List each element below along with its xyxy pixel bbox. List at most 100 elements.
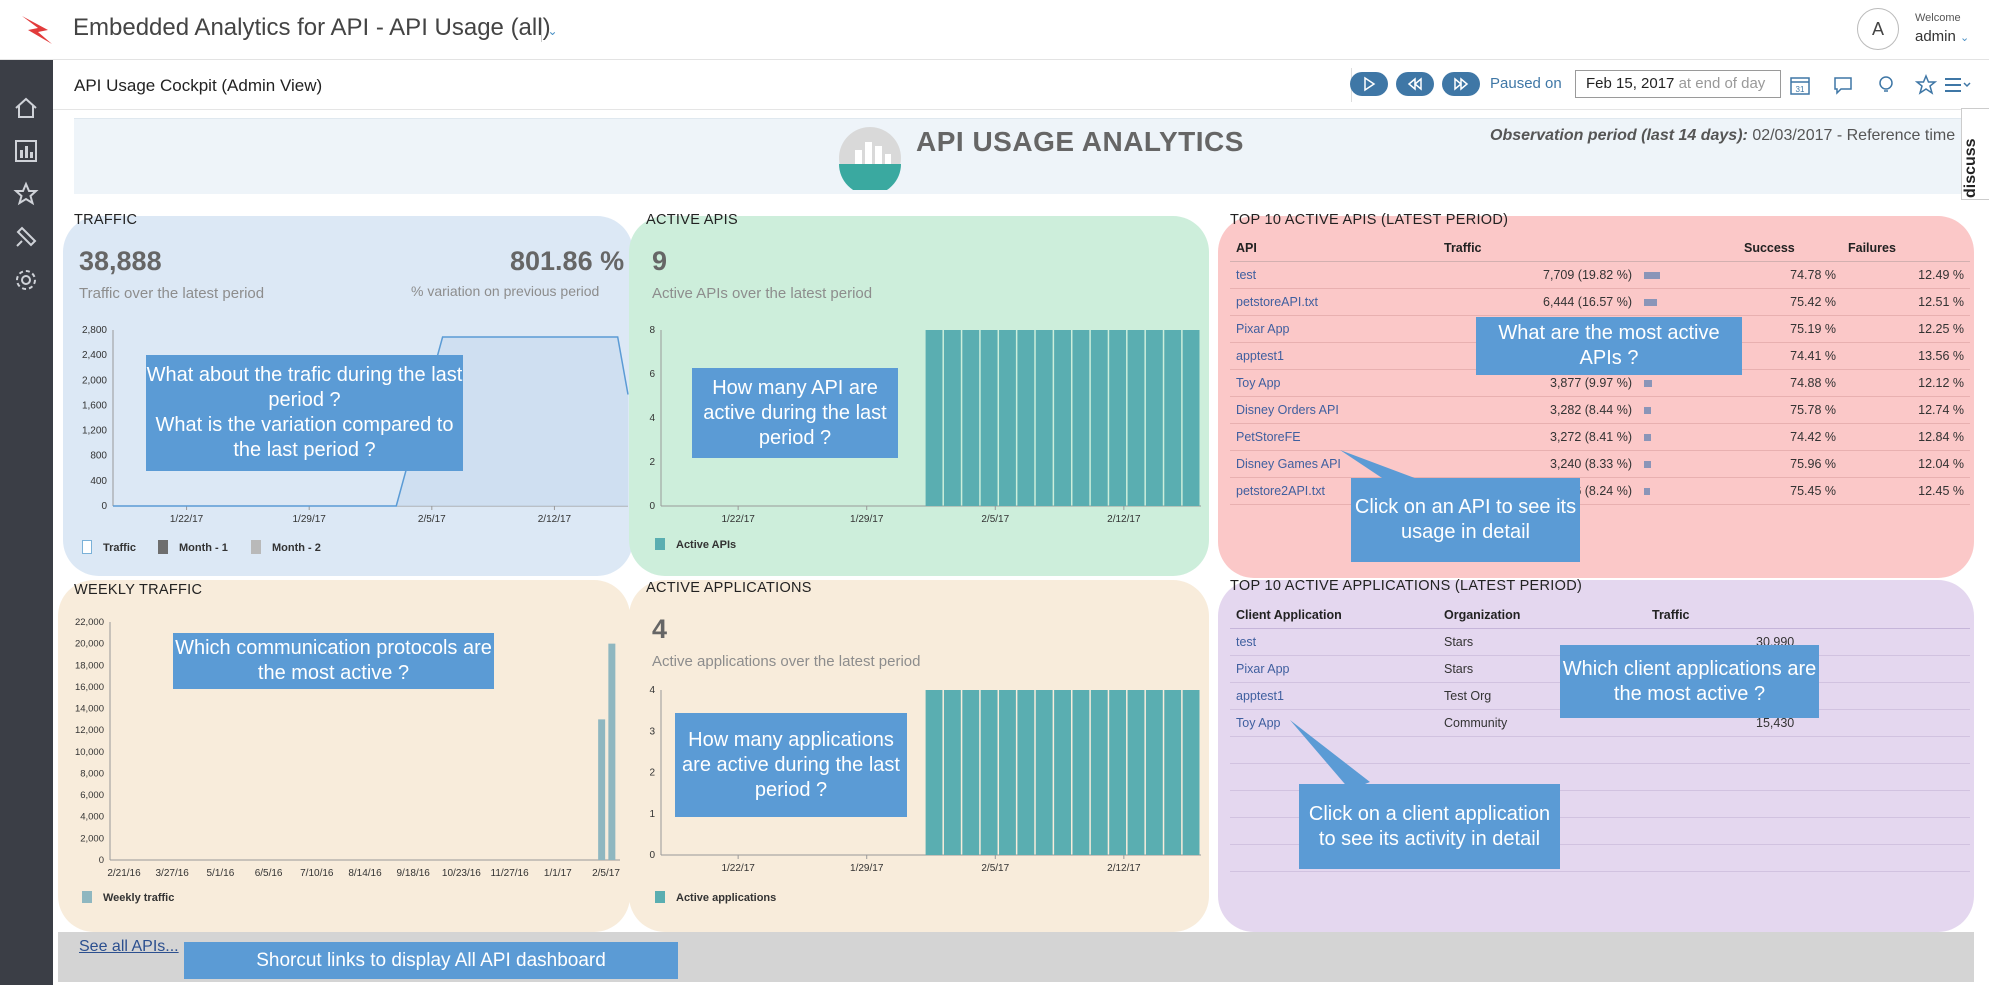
- api-name[interactable]: Toy App: [1230, 369, 1438, 397]
- date-field[interactable]: Feb 15, 2017 at end of day: [1575, 70, 1781, 98]
- observation-label: Observation period (last 14 days):: [1490, 127, 1748, 144]
- api-success: 75.96 %: [1738, 450, 1842, 478]
- table-row[interactable]: petstoreAPI.txt 6,444 (16.57 %) 75.42 % 12.…: [1230, 288, 1970, 316]
- x-tick-label: 11/27/16: [491, 868, 530, 879]
- legend-weekly-swatch: [82, 891, 92, 903]
- y-tick-label: 8,000: [80, 768, 104, 779]
- see-all-apis-link[interactable]: See all APIs...: [79, 938, 179, 955]
- api-name[interactable]: test: [1230, 261, 1438, 289]
- avatar[interactable]: A: [1857, 8, 1899, 50]
- api-name[interactable]: Pixar App: [1230, 315, 1438, 343]
- discuss-tab[interactable]: [1961, 108, 1989, 200]
- app-name[interactable]: test: [1230, 628, 1438, 656]
- y-tick-label: 6,000: [80, 790, 104, 801]
- api-traffic: 3,272 (8.41 %): [1438, 423, 1638, 451]
- date-value: Feb 15, 2017: [1586, 75, 1675, 92]
- active-apis-title: ACTIVE APIS: [646, 212, 738, 228]
- x-tick-label: 1/29/17: [850, 863, 884, 874]
- calendar-icon[interactable]: 31: [1789, 74, 1811, 96]
- favorite-star-icon[interactable]: [1915, 74, 1937, 96]
- col-failures[interactable]: Failures: [1842, 235, 1970, 262]
- x-tick-label: 6/5/16: [255, 868, 283, 879]
- weekly-callout: Which communication protocols are the mo…: [173, 633, 494, 689]
- brand-logo-icon[interactable]: [18, 10, 56, 48]
- active-apps-bar: [980, 690, 998, 855]
- menu-icon[interactable]: [1943, 74, 1973, 96]
- app-organization: Stars: [1438, 628, 1646, 656]
- banner-title: API USAGE ANALYTICS: [916, 126, 1244, 157]
- x-tick-label: 7/10/16: [300, 868, 334, 879]
- legend-active-apis: Active APIs: [676, 539, 737, 551]
- paused-label: Paused on: [1490, 75, 1562, 92]
- traffic-area: [113, 337, 628, 506]
- home-icon[interactable]: [13, 95, 39, 121]
- active-apps-bar: [925, 690, 943, 855]
- active-apps-bar: [943, 690, 961, 855]
- x-tick-label: 2/5/17: [981, 514, 1009, 525]
- y-tick-label: 22,000: [75, 617, 104, 628]
- fast-forward-button[interactable]: [1442, 72, 1480, 96]
- empty-cell: [1438, 736, 1646, 764]
- api-name[interactable]: petstoreAPI.txt: [1230, 288, 1438, 316]
- traffic-callout: What about the trafic during the last pe…: [146, 355, 463, 471]
- tools-icon[interactable]: [13, 224, 39, 250]
- lightbulb-icon[interactable]: [1875, 74, 1897, 96]
- legend-weekly: Weekly traffic: [103, 892, 175, 904]
- api-traffic-bar: [1638, 450, 1738, 478]
- x-tick-label: 1/22/17: [721, 514, 755, 525]
- active-apis-chart: 0 2 4 6 8 1/22/17 1/29/17 2/5/17 2/12/17: [649, 325, 1201, 525]
- api-name[interactable]: PetStoreFE: [1230, 423, 1438, 451]
- y-tick-label: 4: [649, 413, 655, 424]
- col-organization[interactable]: Organization: [1438, 602, 1646, 629]
- rewind-button[interactable]: [1396, 72, 1434, 96]
- table-row[interactable]: Disney Orders API 3,282 (8.44 %) 75.78 % 12…: [1230, 396, 1970, 424]
- play-button[interactable]: [1350, 72, 1388, 96]
- y-tick-label: 18,000: [75, 660, 104, 671]
- comment-icon[interactable]: [1832, 74, 1854, 96]
- play-icon: [1364, 76, 1376, 92]
- col-api[interactable]: API: [1230, 235, 1438, 262]
- y-tick-label: 14,000: [75, 704, 104, 715]
- app-name[interactable]: Toy App: [1230, 709, 1438, 737]
- col-app-traffic[interactable]: Traffic: [1646, 602, 1970, 629]
- app-name[interactable]: apptest1: [1230, 682, 1438, 710]
- date-suffix: at end of day: [1678, 75, 1766, 92]
- table-row[interactable]: Disney Games API 3,240 (8.33 %) 75.96 % 12.…: [1230, 450, 1970, 478]
- username-menu[interactable]: admin ⌄: [1915, 28, 1969, 45]
- title-dropdown-chevron-icon[interactable]: ⌄: [541, 18, 563, 42]
- active-apps-chart: 0 1 2 3 4 1/22/17 1/29/17 2/5/17 2/12/17: [649, 685, 1201, 874]
- api-traffic-bar: [1638, 261, 1738, 289]
- active-apis-bar: [943, 330, 961, 506]
- api-traffic-bar: [1638, 477, 1738, 505]
- rewind-icon: [1407, 77, 1422, 91]
- banner: [74, 118, 1968, 194]
- col-success[interactable]: Success: [1738, 235, 1842, 262]
- table-row[interactable]: PetStoreFE 3,272 (8.41 %) 74.42 % 12.84 %: [1230, 423, 1970, 451]
- x-tick-label: 1/22/17: [170, 514, 204, 525]
- x-tick-label: 2/21/16: [107, 868, 141, 879]
- y-tick-label: 2,000: [82, 375, 107, 386]
- active-apis-bar: [1017, 330, 1035, 506]
- empty-cell: [1646, 817, 1970, 845]
- y-tick-label: 6: [649, 369, 655, 380]
- api-name[interactable]: apptest1: [1230, 342, 1438, 370]
- click-app-callout: Click on a client application to see its…: [1299, 784, 1560, 869]
- chart-icon[interactable]: [13, 138, 39, 164]
- x-tick-label: 1/29/17: [850, 514, 884, 525]
- app-name[interactable]: Pixar App: [1230, 655, 1438, 683]
- top-apis-title: TOP 10 ACTIVE APIS (LATEST PERIOD): [1230, 212, 1509, 228]
- table-row[interactable]: test 7,709 (19.82 %) 74.78 % 12.49 %: [1230, 261, 1970, 289]
- col-client-application[interactable]: Client Application: [1230, 602, 1438, 629]
- gear-icon[interactable]: [13, 267, 39, 293]
- api-name[interactable]: Disney Games API: [1230, 450, 1438, 478]
- api-name[interactable]: Disney Orders API: [1230, 396, 1438, 424]
- api-failures: 12.04 %: [1842, 450, 1970, 478]
- app-title: Embedded Analytics for API - API Usage (…: [73, 14, 551, 41]
- top-apps-callout: Which client applications are the most a…: [1560, 645, 1819, 718]
- api-traffic: 7,709 (19.82 %): [1438, 261, 1638, 289]
- top-apps-title: TOP 10 ACTIVE APPLICATIONS (LATEST PERIO…: [1230, 578, 1583, 594]
- col-traffic[interactable]: Traffic: [1438, 235, 1638, 262]
- x-tick-label: 2/12/17: [1107, 863, 1141, 874]
- star-icon[interactable]: [13, 181, 39, 207]
- discuss-label[interactable]: discuss: [1962, 138, 1979, 198]
